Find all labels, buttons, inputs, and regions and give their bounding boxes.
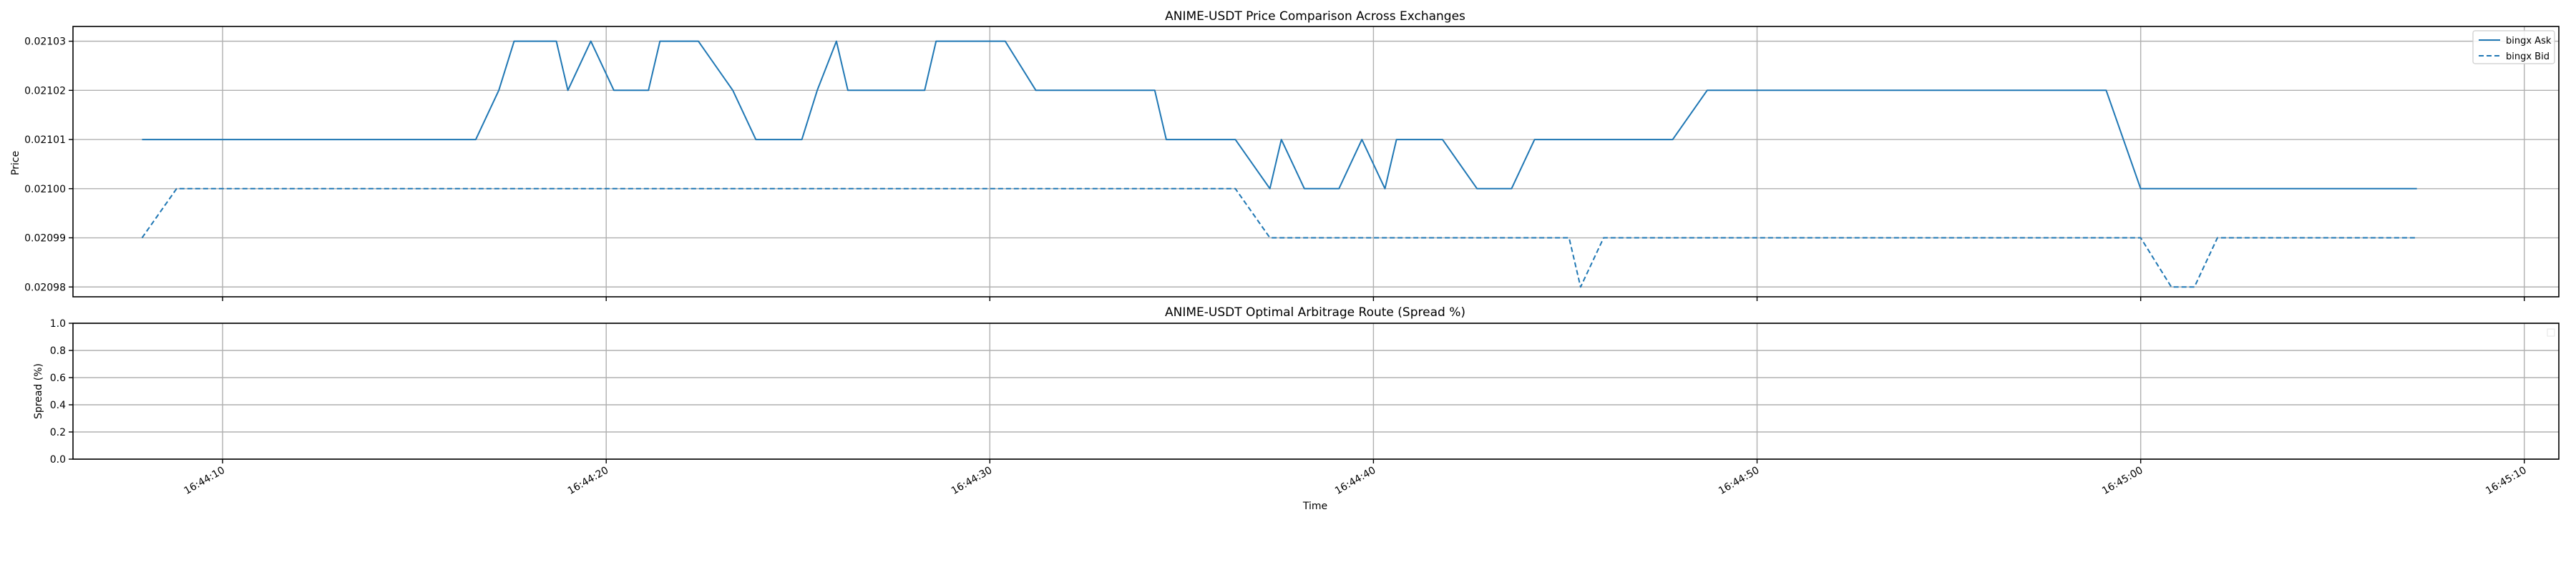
x-tick-label: 16:44:40: [1333, 465, 1377, 497]
spread-y-axis-label: Spread (%): [33, 363, 44, 419]
price-y-tick-label: 0.02099: [24, 233, 66, 245]
empty-legend-box: [2547, 328, 2555, 337]
price-series: [141, 40, 2417, 288]
spread-chart-title: ANIME-USDT Optimal Arbitrage Route (Spre…: [1165, 305, 1465, 320]
spread-y-tick-label: 1.0: [50, 318, 66, 330]
price-chart-title: ANIME-USDT Price Comparison Across Excha…: [1165, 9, 1465, 24]
price-y-tick-label: 0.02100: [24, 184, 66, 195]
series-line-bingx-ask: [142, 40, 2417, 190]
spread-y-ticks: 0.0 0.2 0.4 0.6 0.8 1.0: [50, 318, 73, 466]
price-x-ticks: [222, 297, 2525, 301]
time-x-axis-label: Time: [1302, 501, 1327, 512]
x-tick-label: 16:45:00: [2100, 465, 2145, 497]
spread-y-tick-label: 0.2: [50, 427, 66, 438]
x-tick-label: 16:45:10: [2484, 465, 2528, 497]
price-panel: ANIME-USDT Price Comparison Across Excha…: [10, 9, 2560, 301]
spread-y-tick-label: 0.4: [50, 400, 66, 411]
spread-y-tick-label: 0.8: [50, 345, 66, 357]
x-tick-label: 16:44:20: [566, 465, 610, 497]
spread-y-tick-label: 0.0: [50, 454, 66, 466]
legend-bid-label: bingx Bid: [2506, 51, 2550, 62]
spread-x-ticks: 16:44:10 16:44:20 16:44:30 16:44:40 16:44:50…: [182, 459, 2529, 497]
price-plot-frame: [72, 26, 2560, 298]
spread-grid: [73, 323, 2559, 460]
price-y-tick-label: 0.02103: [24, 36, 66, 48]
price-grid: [73, 26, 2559, 297]
x-tick-label: 16:44:50: [1717, 465, 1761, 497]
spread-y-tick-label: 0.6: [50, 373, 66, 384]
x-tick-label: 16:44:30: [950, 465, 994, 497]
spread-plot-frame: [72, 323, 2560, 460]
price-y-ticks: 0.02098 0.02099 0.02100 0.02101 0.02102 0.021…: [24, 36, 73, 293]
price-y-axis-label: Price: [10, 151, 21, 175]
spread-panel: ANIME-USDT Optimal Arbitrage Route (Spre…: [33, 305, 2560, 512]
legend-box: [2472, 30, 2555, 64]
legend-ask-label: bingx Ask: [2506, 36, 2552, 46]
x-tick-label: 16:44:10: [182, 465, 227, 497]
price-y-tick-label: 0.02098: [24, 282, 66, 293]
price-y-tick-label: 0.02102: [24, 85, 66, 97]
price-y-tick-label: 0.02101: [24, 134, 66, 146]
legend: bingx Ask bingx Bid: [2472, 30, 2555, 64]
